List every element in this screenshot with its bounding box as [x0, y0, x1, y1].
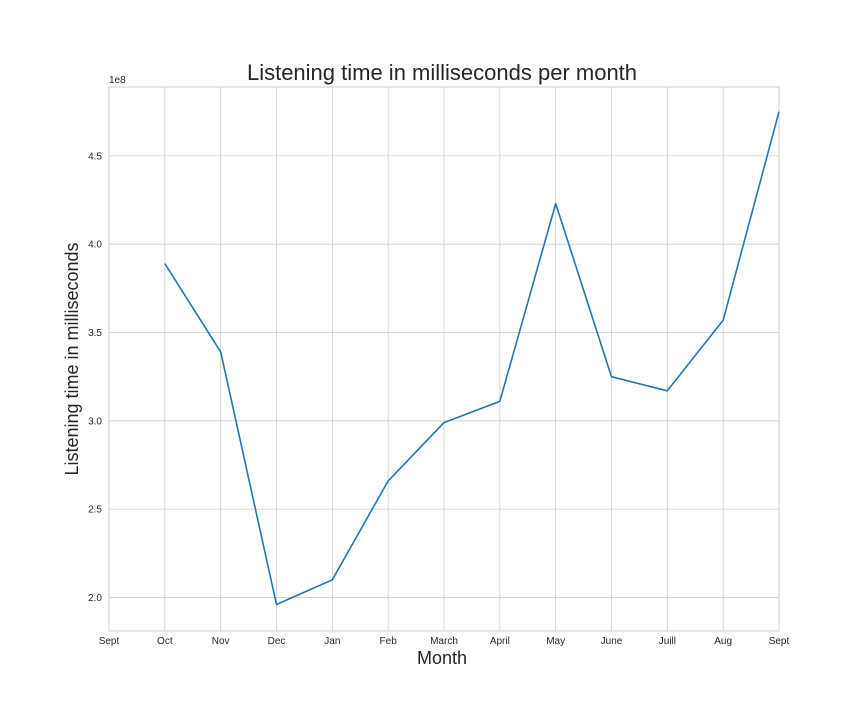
y-tick-label: 2.5 [88, 505, 102, 516]
x-tick-label: Sept [769, 636, 790, 647]
x-tick-label: Jan [324, 636, 340, 647]
x-tick-label: Dec [268, 636, 286, 647]
y-tick-label: 4.5 [88, 151, 102, 162]
plot-frame [108, 86, 780, 632]
series-line [164, 111, 780, 606]
x-tick-label: Aug [714, 636, 732, 647]
x-tick-label: Oct [157, 636, 173, 647]
x-tick-label: Sept [99, 636, 120, 647]
y-tick-label: 4.0 [88, 240, 102, 251]
x-tick-label: May [546, 636, 565, 647]
y-axis-label: Listening time in milliseconds [62, 242, 82, 475]
x-tick-label: April [490, 636, 510, 647]
x-tick-label: June [601, 636, 623, 647]
series-layer [164, 111, 780, 606]
x-tick-label: March [430, 636, 458, 647]
y-axis-offset-label: 1e8 [109, 75, 126, 86]
y-tick-label: 3.5 [88, 328, 102, 339]
x-tick-labels: Sept Oct Nov Dec Jan Feb March April May June Juil… [99, 636, 790, 647]
x-tick-label: Juill [659, 636, 676, 647]
x-tick-label: Nov [212, 636, 230, 647]
y-tick-label: 2.0 [88, 593, 102, 604]
x-axis-label: Month [417, 648, 467, 668]
x-tick-label: Feb [380, 636, 398, 647]
y-tick-labels: 2.0 2.5 3.0 3.5 4.0 4.5 [88, 151, 102, 604]
y-tick-label: 3.0 [88, 416, 102, 427]
grid [108, 87, 780, 631]
chart-title: Listening time in milliseconds per month [247, 60, 637, 85]
